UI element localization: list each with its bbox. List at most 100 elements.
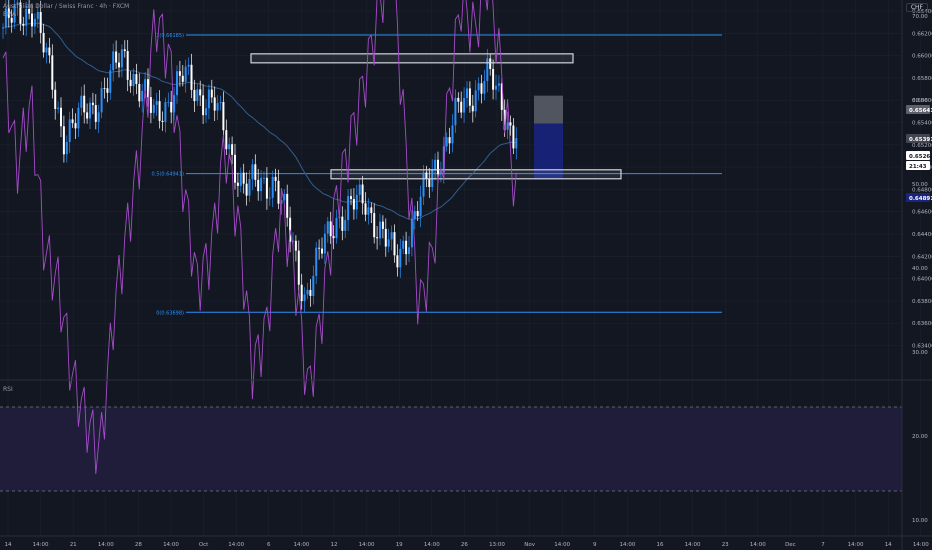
candle-body bbox=[147, 79, 149, 98]
candle-body bbox=[268, 197, 271, 199]
candle-body bbox=[326, 221, 329, 234]
candle-body bbox=[71, 119, 74, 124]
candle-body bbox=[132, 74, 135, 87]
candle-body bbox=[396, 255, 399, 268]
candle-body bbox=[428, 178, 431, 188]
candle-body bbox=[277, 180, 280, 204]
rsi-tick-label: 50.00 bbox=[912, 182, 928, 188]
candle-body bbox=[367, 207, 370, 215]
candle-body bbox=[33, 18, 36, 27]
candle-body bbox=[135, 74, 138, 85]
indicator-label[interactable]: EMA bbox=[3, 11, 17, 18]
support-box-lower bbox=[330, 169, 622, 180]
candle-body bbox=[158, 101, 161, 121]
candle-body bbox=[393, 232, 396, 256]
candle-body bbox=[289, 217, 292, 242]
fib-label: 1(0.66185) bbox=[156, 33, 184, 39]
candle-body bbox=[315, 247, 318, 276]
candle-body bbox=[54, 89, 57, 109]
candle-body bbox=[509, 122, 512, 126]
candle-body bbox=[91, 102, 94, 106]
candle-body bbox=[196, 89, 199, 102]
candle-body bbox=[419, 196, 422, 217]
candle-body bbox=[19, 2, 22, 24]
time-tick-label: 9 bbox=[593, 542, 597, 548]
candle-body bbox=[39, 11, 42, 33]
candle-body bbox=[495, 85, 497, 90]
candle-body bbox=[448, 137, 451, 144]
candle-body bbox=[231, 144, 234, 155]
candle-body bbox=[109, 70, 112, 93]
candle-body bbox=[115, 51, 118, 63]
candle-body bbox=[335, 217, 338, 239]
candle-body bbox=[31, 13, 33, 27]
time-tick-label: Dec bbox=[785, 542, 796, 548]
candle-body bbox=[370, 207, 373, 214]
candle-body bbox=[355, 194, 358, 210]
candle-body bbox=[460, 101, 463, 113]
candle-body bbox=[60, 107, 62, 127]
candle-body bbox=[451, 125, 454, 144]
time-tick-label: 14:00 bbox=[98, 542, 114, 548]
candle-body bbox=[413, 211, 416, 219]
time-tick-label: 14:00 bbox=[359, 542, 375, 548]
candle-body bbox=[506, 122, 509, 130]
candle-body bbox=[152, 104, 155, 113]
rsi-label[interactable]: RSI bbox=[3, 386, 13, 393]
candle-body bbox=[512, 125, 515, 149]
candle-body bbox=[297, 250, 300, 285]
time-tick-label: 14:00 bbox=[913, 542, 929, 548]
candle-body bbox=[477, 83, 480, 91]
candle-body bbox=[199, 89, 202, 96]
candle-body bbox=[149, 97, 152, 113]
rsi-tick-label: 30.00 bbox=[912, 350, 928, 356]
candle-body bbox=[28, 8, 31, 14]
candle-body bbox=[500, 83, 503, 110]
candle-body bbox=[207, 89, 210, 109]
candle-body bbox=[373, 213, 376, 238]
time-tick-label: 14:00 bbox=[33, 542, 49, 548]
candle-body bbox=[442, 146, 445, 173]
candle-body bbox=[173, 95, 176, 113]
candle-body bbox=[439, 172, 442, 175]
candle-body bbox=[138, 84, 141, 102]
candle-body bbox=[463, 98, 466, 113]
time-tick-label: 14:00 bbox=[619, 542, 635, 548]
symbol-title[interactable]: Australian Dollar / Swiss Franc · 4h · F… bbox=[3, 3, 130, 10]
candle-body bbox=[181, 75, 184, 82]
candle-body bbox=[2, 27, 4, 29]
candle-body bbox=[97, 112, 100, 122]
candle-body bbox=[112, 51, 115, 71]
candle-body bbox=[341, 216, 344, 231]
candle-body bbox=[141, 90, 144, 102]
candle-body bbox=[202, 95, 205, 116]
candle-body bbox=[7, 8, 10, 18]
candle-body bbox=[103, 88, 106, 90]
price-tags: 0.65641 0.65391 0.65260 21:43 0.64891 bbox=[906, 105, 932, 202]
time-tick-label: 12 bbox=[331, 542, 338, 548]
candle-body bbox=[187, 64, 190, 67]
candle-body bbox=[257, 179, 260, 192]
candle-body bbox=[77, 107, 80, 129]
candle-body bbox=[387, 239, 390, 247]
candle-body bbox=[65, 142, 68, 155]
candle-body bbox=[228, 144, 231, 150]
rsi-tick-label: 10.00 bbox=[912, 518, 928, 524]
currency-badge[interactable]: CHF bbox=[905, 3, 928, 12]
candle-body bbox=[312, 275, 315, 296]
candle-body bbox=[294, 240, 297, 251]
resistance-boxes bbox=[250, 53, 622, 180]
candle-body bbox=[434, 159, 437, 170]
candle-body bbox=[100, 88, 103, 113]
candle-body bbox=[492, 68, 495, 90]
candle-body bbox=[347, 196, 350, 221]
